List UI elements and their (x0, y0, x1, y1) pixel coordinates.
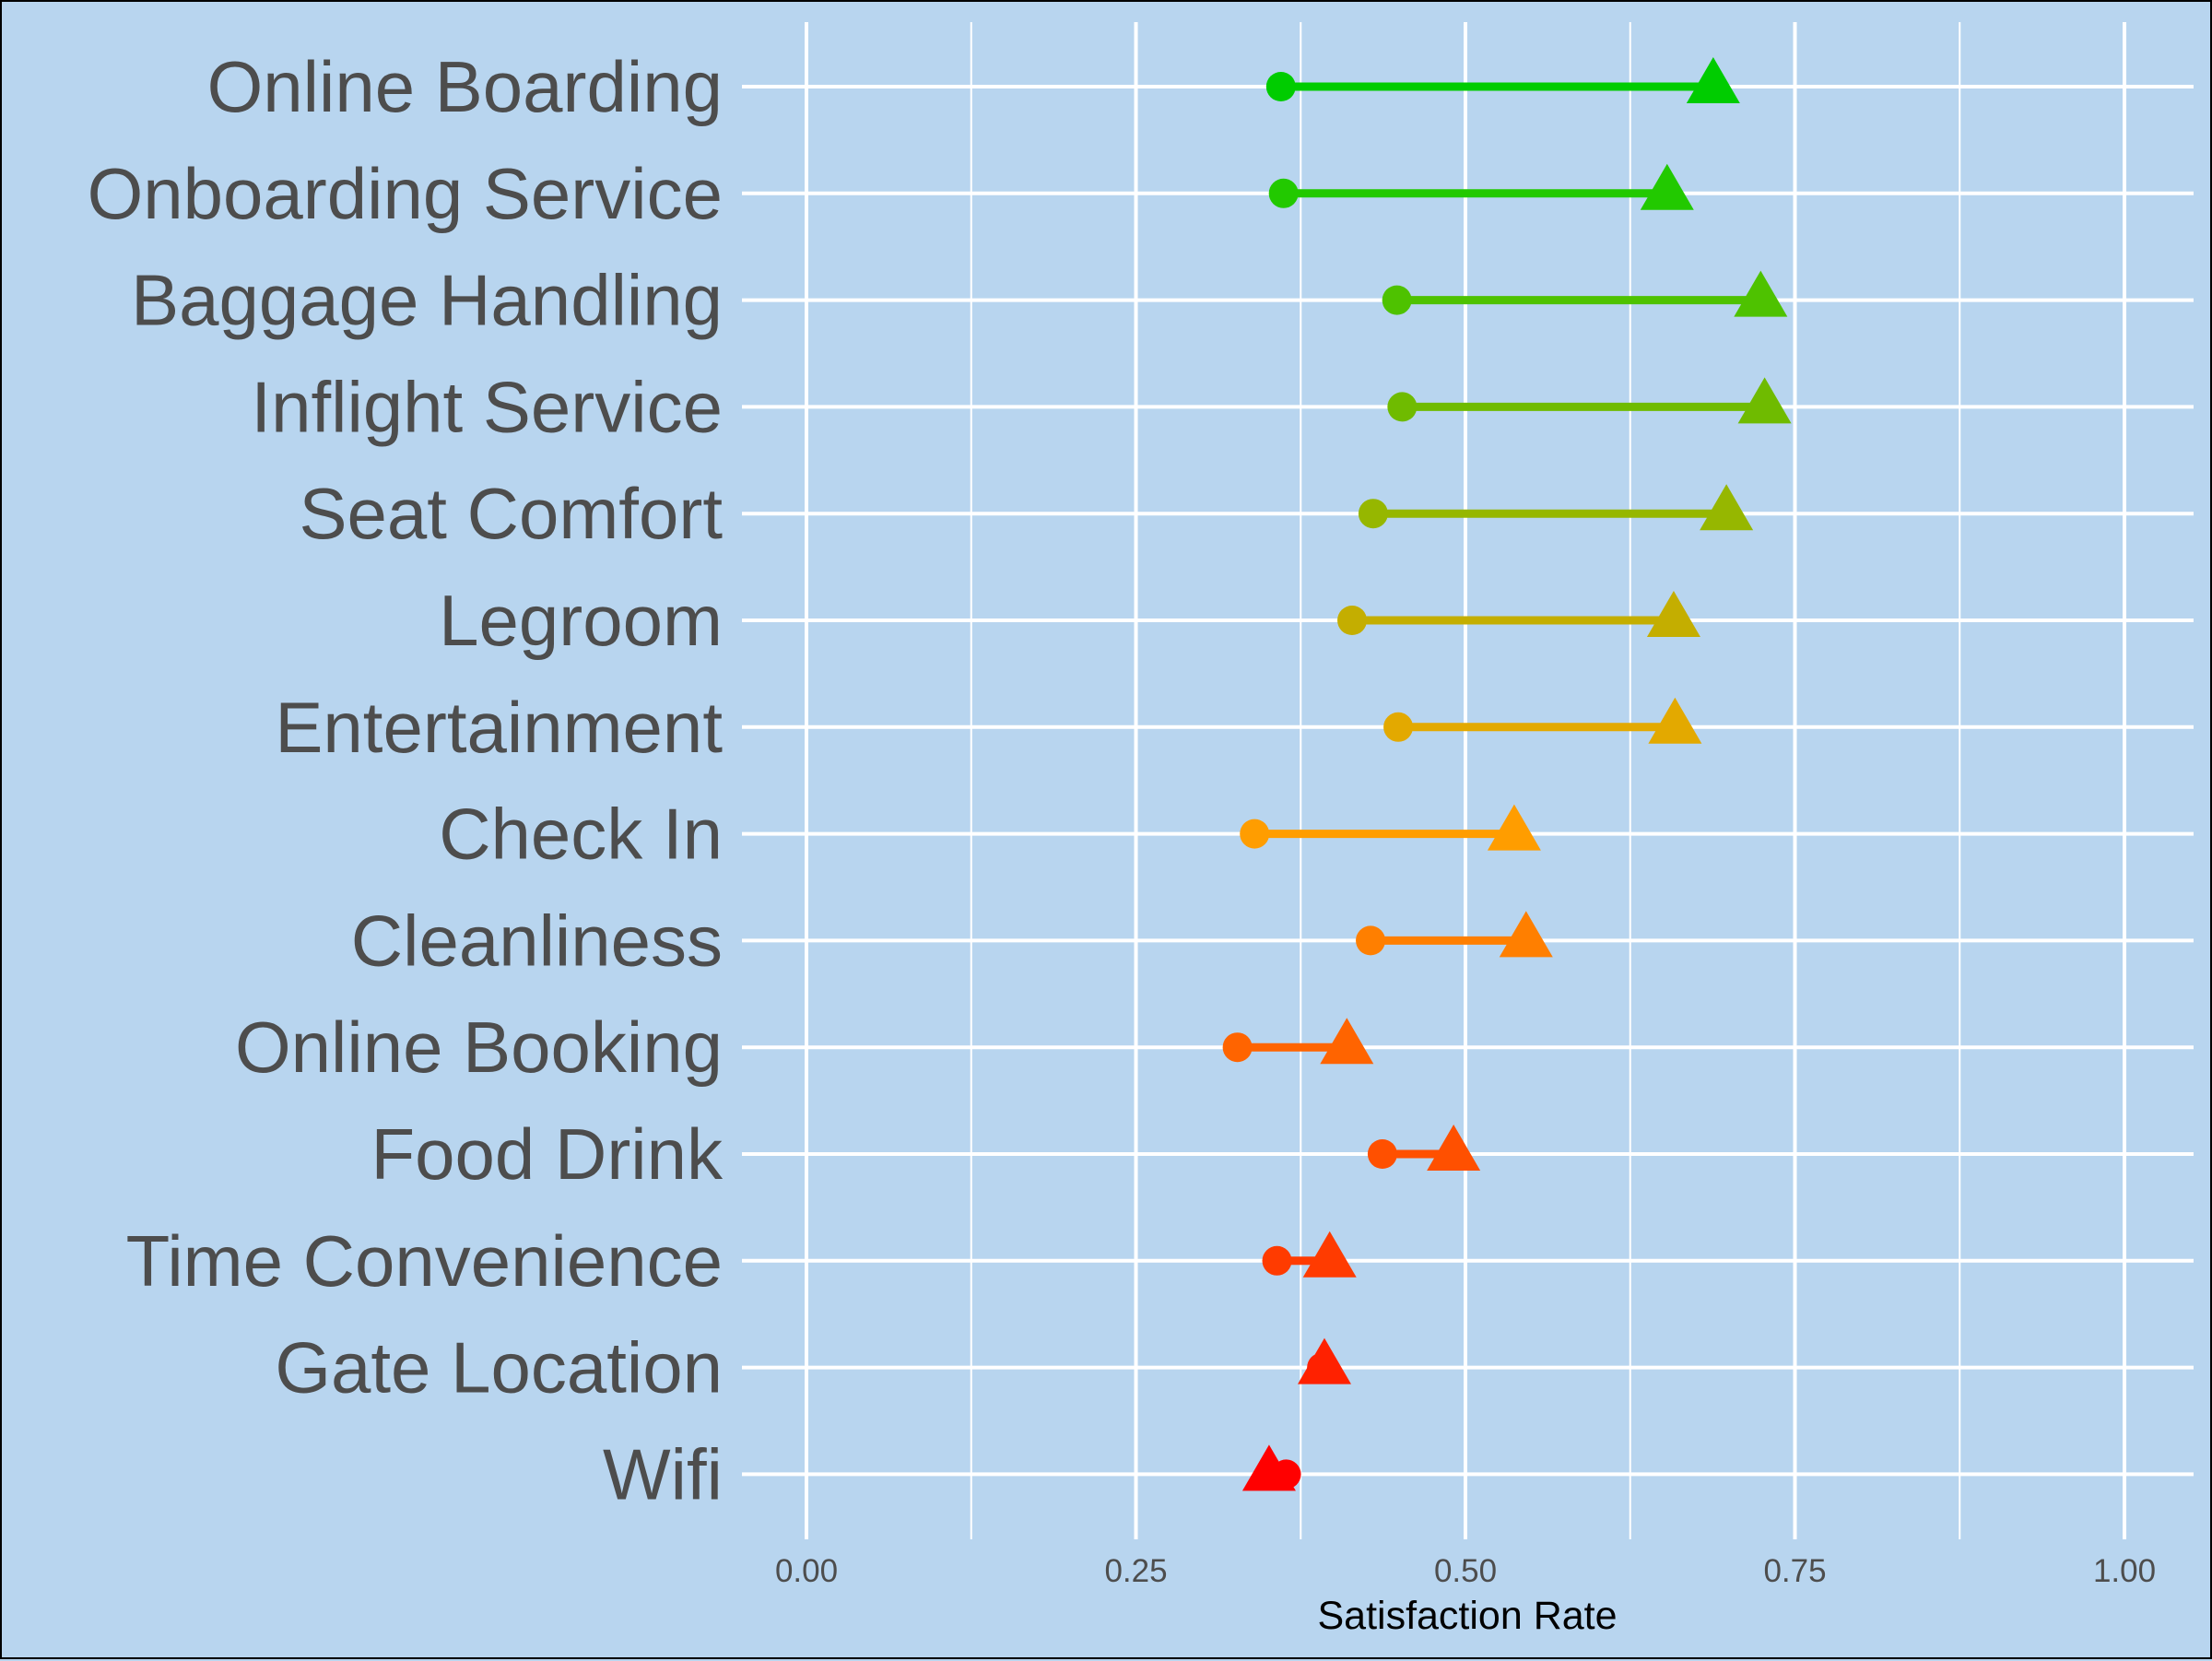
category-label: Online Booking (235, 1007, 723, 1088)
x-axis-title: Satisfaction Rate (1317, 1594, 1617, 1638)
x-tick-labels: 0.00 0.25 0.50 0.75 1.00 (775, 1553, 2156, 1589)
triangle-point (1320, 1018, 1374, 1065)
triangle-point (1648, 697, 1702, 744)
triangle-point (1686, 57, 1740, 103)
category-label: Cleanliness (351, 900, 723, 981)
circle-point (1383, 712, 1414, 742)
circle-point (1367, 1139, 1397, 1169)
category-label: Gate Location (275, 1327, 723, 1408)
triangle-point (1737, 377, 1792, 424)
category-label: Food Drink (371, 1113, 724, 1195)
circle-point (1240, 819, 1270, 849)
triangle-point (1487, 804, 1541, 851)
circle-point (1387, 392, 1418, 422)
triangle-point (1640, 163, 1694, 210)
category-label: Legroom (439, 580, 723, 661)
triangle-point (1241, 1444, 1296, 1491)
category-label: Wifi (603, 1433, 723, 1514)
chart-marks (1222, 57, 1792, 1491)
circle-point (1265, 72, 1296, 101)
triangle-point (1700, 484, 1754, 531)
triangle-point (1499, 911, 1553, 958)
x-tick-label: 0.50 (1434, 1553, 1497, 1589)
circle-point (1382, 285, 1412, 315)
circle-point (1356, 925, 1386, 956)
x-tick-label: 1.00 (2093, 1553, 2156, 1589)
category-labels: Online Boarding Onboarding Service Baggage… (88, 46, 724, 1514)
circle-point (1358, 499, 1388, 529)
triangle-point (1734, 270, 1788, 317)
category-label: Onboarding Service (88, 153, 723, 234)
triangle-point (1427, 1125, 1481, 1171)
x-tick-label: 0.75 (1763, 1553, 1826, 1589)
grid-lines (742, 22, 2194, 1539)
category-label: Entertainment (275, 687, 723, 768)
x-tick-label: 0.00 (775, 1553, 838, 1589)
triangle-point (1302, 1231, 1357, 1278)
triangle-point (1297, 1337, 1351, 1384)
category-label: Seat Comfort (299, 473, 723, 554)
category-label: Baggage Handling (131, 260, 723, 341)
circle-point (1222, 1032, 1253, 1063)
category-label: Online Boarding (207, 46, 723, 127)
circle-point (1268, 178, 1299, 208)
triangle-point (1646, 591, 1700, 637)
category-label: Inflight Service (251, 366, 723, 447)
category-label: Check In (439, 794, 723, 875)
x-tick-label: 0.25 (1104, 1553, 1167, 1589)
circle-point (1262, 1245, 1292, 1276)
category-label: Time Convenience (126, 1220, 723, 1302)
circle-point (1337, 606, 1368, 635)
